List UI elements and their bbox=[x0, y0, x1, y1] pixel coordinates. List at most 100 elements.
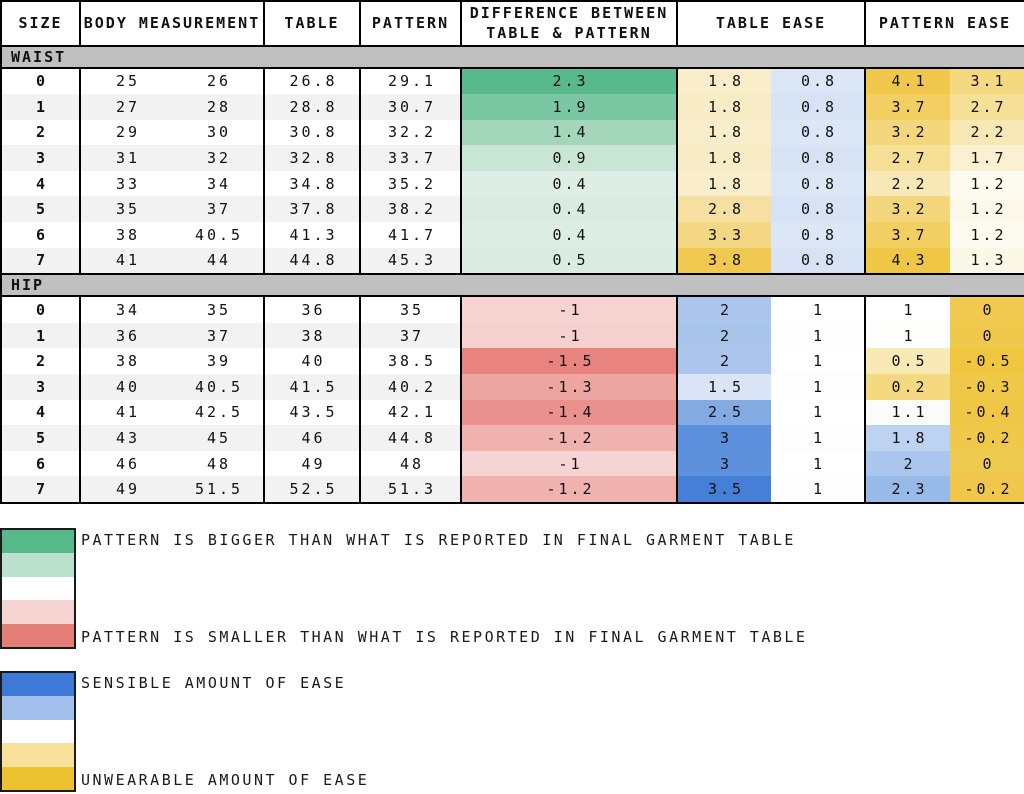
legend-swatch bbox=[2, 600, 74, 624]
cell-body-measurement-min: 36 bbox=[79, 322, 172, 349]
table-row: 0 25 26 26.8 29.1 2.3 1.8 0.8 4.1 3.1 bbox=[1, 67, 1024, 95]
section-label: WAIST bbox=[1, 44, 1024, 69]
cell-diff: -1.5 bbox=[460, 348, 677, 375]
cell-body-measurement-max: 44 bbox=[172, 247, 264, 275]
legend-swatch-column bbox=[0, 528, 76, 649]
cell-pattern-ease-1: 1.8 bbox=[864, 425, 950, 451]
column-header-table: TABLE bbox=[263, 0, 361, 47]
table-row: 3 40 40.5 41.5 40.2 -1.3 1.5 1 0.2 -0.3 bbox=[1, 374, 1024, 400]
cell-table-ease-1: 3.5 bbox=[676, 476, 771, 503]
cell-body-measurement-min: 25 bbox=[79, 67, 172, 95]
legend-swatch-column bbox=[0, 671, 76, 792]
cell-table: 43.5 bbox=[263, 399, 360, 426]
cell-table: 34.8 bbox=[263, 170, 360, 197]
cell-pattern-ease-1: 4.1 bbox=[864, 67, 950, 95]
table-row: 3 31 32 32.8 33.7 0.9 1.8 0.8 2.7 1.7 bbox=[1, 145, 1024, 171]
column-header-body-measurement: BODY MEASUREMENT bbox=[79, 0, 265, 47]
cell-pattern-ease-1: 2 bbox=[864, 450, 950, 477]
cell-table: 28.8 bbox=[263, 94, 360, 120]
cell-table: 41.5 bbox=[263, 374, 360, 400]
cell-pattern: 32.2 bbox=[359, 119, 461, 146]
table-header-row: SIZE BODY MEASUREMENT TABLE PATTERN DIFFEREN… bbox=[0, 0, 1024, 47]
table-row: 4 33 34 34.8 35.2 0.4 1.8 0.8 2.2 1.2 bbox=[1, 170, 1024, 197]
cell-body-measurement-min: 27 bbox=[79, 94, 172, 120]
cell-table-ease-2: 0.8 bbox=[771, 222, 865, 248]
cell-table: 41.3 bbox=[263, 222, 360, 248]
legend-top-label: PATTERN IS BIGGER THAN WHAT IS REPORTED … bbox=[81, 531, 796, 549]
cell-diff: 1.4 bbox=[460, 119, 677, 146]
cell-table-ease-2: 1 bbox=[771, 348, 865, 375]
cell-pattern: 40.2 bbox=[359, 374, 461, 400]
cell-body-measurement-max: 40.5 bbox=[172, 222, 264, 248]
cell-pattern-ease-1: 3.7 bbox=[864, 94, 950, 120]
cell-table-ease-1: 1.8 bbox=[676, 119, 771, 146]
table-row: 1 27 28 28.8 30.7 1.9 1.8 0.8 3.7 2.7 bbox=[1, 94, 1024, 120]
cell-size: 7 bbox=[1, 247, 80, 275]
cell-pattern-ease-1: 2.2 bbox=[864, 170, 950, 197]
cell-pattern-ease-2: 1.2 bbox=[950, 222, 1024, 248]
cell-table-ease-1: 3 bbox=[676, 425, 771, 451]
cell-pattern-ease-2: -0.5 bbox=[950, 348, 1024, 375]
cell-pattern: 35.2 bbox=[359, 170, 461, 197]
cell-table-ease-1: 3.3 bbox=[676, 222, 771, 248]
cell-pattern-ease-2: 1.2 bbox=[950, 196, 1024, 223]
cell-table-ease-2: 1 bbox=[771, 425, 865, 451]
cell-pattern-ease-2: 1.2 bbox=[950, 170, 1024, 197]
legend-swatch bbox=[2, 576, 74, 601]
cell-table: 46 bbox=[263, 425, 360, 451]
legend-swatch bbox=[2, 743, 74, 767]
cell-pattern-ease-2: 1.3 bbox=[950, 247, 1024, 275]
cell-table: 26.8 bbox=[263, 67, 360, 95]
cell-diff: -1 bbox=[460, 296, 677, 323]
measurement-ease-table: SIZE BODY MEASUREMENT TABLE PATTERN DIFFEREN… bbox=[0, 0, 1024, 504]
cell-body-measurement-min: 38 bbox=[79, 348, 172, 375]
cell-diff: 1.9 bbox=[460, 94, 677, 120]
cell-body-measurement-max: 51.5 bbox=[172, 476, 264, 503]
cell-body-measurement-max: 32 bbox=[172, 145, 264, 171]
cell-body-measurement-max: 35 bbox=[172, 296, 264, 323]
cell-body-measurement-max: 42.5 bbox=[172, 399, 264, 426]
cell-pattern: 33.7 bbox=[359, 145, 461, 171]
legend-bottom-label: UNWEARABLE AMOUNT OF EASE bbox=[81, 771, 370, 789]
cell-diff: -1 bbox=[460, 322, 677, 349]
cell-size: 4 bbox=[1, 399, 80, 426]
cell-size: 0 bbox=[1, 296, 80, 323]
cell-table: 40 bbox=[263, 348, 360, 375]
cell-table-ease-2: 1 bbox=[771, 476, 865, 503]
cell-body-measurement-max: 37 bbox=[172, 322, 264, 349]
legend-swatch bbox=[2, 696, 74, 720]
cell-body-measurement-min: 49 bbox=[79, 476, 172, 503]
cell-table-ease-1: 2 bbox=[676, 348, 771, 375]
table-row: 1 36 37 38 37 -1 2 1 1 0 bbox=[1, 322, 1024, 349]
cell-body-measurement-min: 34 bbox=[79, 296, 172, 323]
cell-body-measurement-max: 28 bbox=[172, 94, 264, 120]
cell-body-measurement-max: 45 bbox=[172, 425, 264, 451]
column-header-size: SIZE bbox=[0, 0, 81, 47]
legend-difference: PATTERN IS BIGGER THAN WHAT IS REPORTED … bbox=[0, 528, 1024, 649]
cell-diff: -1.2 bbox=[460, 425, 677, 451]
cell-pattern: 35 bbox=[359, 296, 461, 323]
cell-body-measurement-max: 40.5 bbox=[172, 374, 264, 400]
cell-body-measurement-min: 31 bbox=[79, 145, 172, 171]
cell-size: 2 bbox=[1, 119, 80, 146]
cell-pattern-ease-1: 3.2 bbox=[864, 196, 950, 223]
cell-pattern-ease-1: 3.2 bbox=[864, 119, 950, 146]
cell-body-measurement-min: 41 bbox=[79, 247, 172, 275]
cell-table-ease-2: 0.8 bbox=[771, 67, 865, 95]
cell-size: 1 bbox=[1, 94, 80, 120]
cell-size: 5 bbox=[1, 425, 80, 451]
cell-pattern-ease-1: 4.3 bbox=[864, 247, 950, 275]
cell-pattern-ease-1: 3.7 bbox=[864, 222, 950, 248]
cell-size: 0 bbox=[1, 67, 80, 95]
table-row: 2 29 30 30.8 32.2 1.4 1.8 0.8 3.2 2.2 bbox=[1, 119, 1024, 146]
cell-body-measurement-max: 48 bbox=[172, 450, 264, 477]
cell-pattern-ease-1: 1.1 bbox=[864, 399, 950, 426]
column-header-pattern: PATTERN bbox=[359, 0, 462, 47]
cell-table-ease-2: 0.8 bbox=[771, 145, 865, 171]
table-row: 5 35 37 37.8 38.2 0.4 2.8 0.8 3.2 1.2 bbox=[1, 196, 1024, 223]
cell-table-ease-2: 0.8 bbox=[771, 94, 865, 120]
legend-swatch bbox=[2, 766, 74, 790]
cell-pattern: 42.1 bbox=[359, 399, 461, 426]
section-row-hip: HIP bbox=[1, 273, 1024, 298]
cell-body-measurement-min: 46 bbox=[79, 450, 172, 477]
